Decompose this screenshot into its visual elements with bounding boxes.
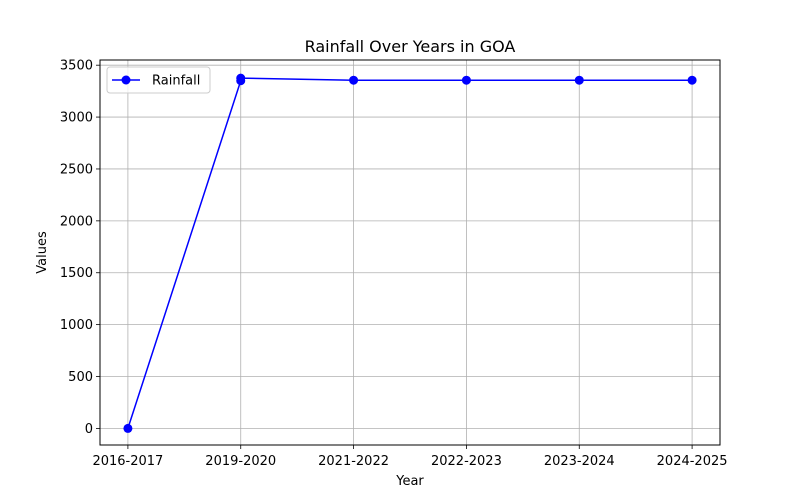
- data-point: [574, 75, 584, 85]
- y-tick-label: 1500: [60, 266, 93, 281]
- data-point: [687, 75, 697, 85]
- y-tick-label: 0: [85, 422, 93, 437]
- series-layer: [123, 73, 697, 433]
- data-point: [461, 75, 471, 85]
- x-axis-ticks: 2016-2017 2019-2020 2021-2022 2022-2023 2023…: [92, 445, 728, 469]
- x-tick-label: 2016-2017: [92, 454, 163, 469]
- y-tick-label: 3500: [60, 59, 93, 74]
- data-point: [349, 75, 359, 85]
- legend: Rainfall: [106, 66, 211, 94]
- series-line-rainfall: [127, 77, 693, 429]
- chart-title: Rainfall Over Years in GOA: [305, 37, 516, 56]
- x-axis-label: Year: [395, 474, 424, 489]
- data-point: [123, 423, 133, 433]
- y-tick-label: 2500: [60, 162, 93, 177]
- y-tick-label: 3000: [60, 111, 93, 126]
- x-tick-label: 2019-2020: [205, 454, 276, 469]
- y-tick-label: 1000: [60, 318, 93, 333]
- x-tick-label: 2022-2023: [431, 454, 502, 469]
- x-tick-label: 2024-2025: [657, 454, 728, 469]
- legend-box: [106, 66, 211, 94]
- legend-marker-sample: [121, 75, 131, 85]
- data-point: [236, 73, 246, 83]
- y-tick-label: 500: [68, 370, 93, 385]
- x-tick-label: 2023-2024: [544, 454, 615, 469]
- plot-frame: [99, 59, 721, 446]
- y-tick-label: 2000: [60, 214, 93, 229]
- y-axis-ticks: 0 500 1000 1500 2000 2500 3000 3500: [60, 59, 100, 437]
- grid-lines: [100, 60, 720, 445]
- x-tick-label: 2021-2022: [318, 454, 389, 469]
- y-axis-label: Values: [35, 231, 50, 274]
- legend-label-rainfall: Rainfall: [152, 74, 200, 89]
